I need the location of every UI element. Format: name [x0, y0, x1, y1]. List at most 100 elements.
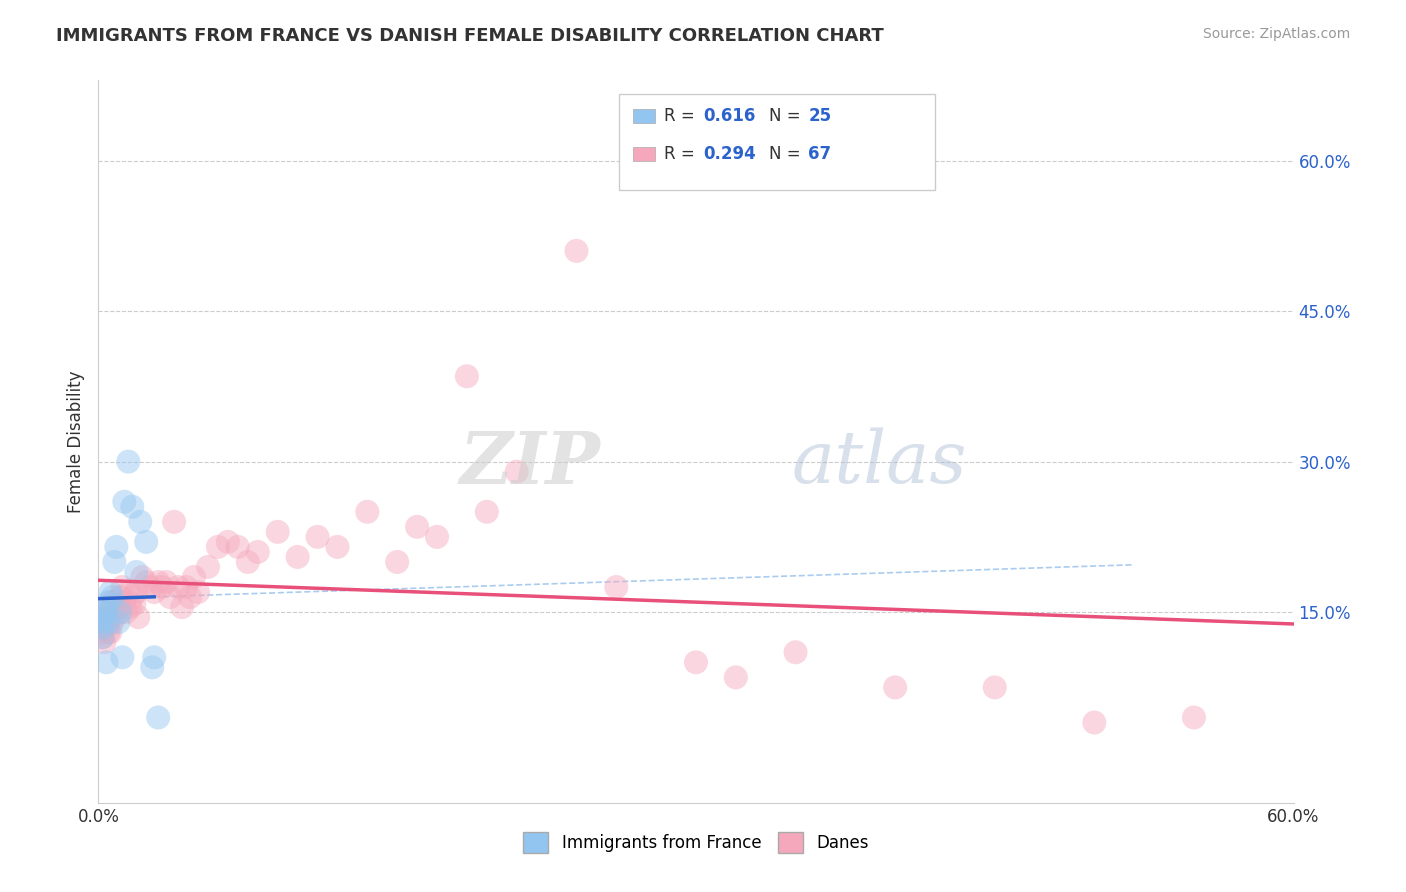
- Point: [179, 590, 201, 604]
- Y-axis label: Female Disability: Female Disability: [66, 370, 84, 513]
- Point: [172, 600, 194, 615]
- Point: [135, 575, 157, 590]
- Point: [236, 555, 259, 569]
- Point: [112, 595, 135, 609]
- Point: [121, 500, 143, 514]
- Point: [605, 580, 627, 594]
- Point: [96, 600, 118, 615]
- Point: [97, 625, 120, 640]
- Point: [97, 595, 120, 609]
- Text: 25: 25: [808, 107, 831, 125]
- Point: [103, 610, 125, 624]
- Text: Source: ZipAtlas.com: Source: ZipAtlas.com: [1202, 27, 1350, 41]
- Point: [96, 600, 118, 615]
- Point: [89, 615, 111, 630]
- Point: [105, 540, 128, 554]
- Point: [163, 515, 186, 529]
- Point: [93, 610, 115, 624]
- Point: [406, 520, 429, 534]
- Point: [125, 585, 148, 599]
- Point: [356, 505, 378, 519]
- Point: [93, 615, 115, 630]
- Point: [91, 630, 114, 644]
- Text: 0.294: 0.294: [703, 145, 756, 163]
- Point: [135, 535, 157, 549]
- Point: [1083, 715, 1105, 730]
- Point: [121, 590, 143, 604]
- Point: [101, 590, 124, 604]
- Point: [97, 610, 120, 624]
- Point: [148, 710, 170, 724]
- Point: [724, 670, 747, 684]
- Point: [117, 455, 139, 469]
- Point: [98, 605, 122, 619]
- Point: [183, 570, 205, 584]
- Point: [426, 530, 449, 544]
- Point: [89, 625, 111, 640]
- Point: [326, 540, 349, 554]
- Point: [110, 590, 132, 604]
- Point: [1182, 710, 1205, 724]
- Point: [456, 369, 478, 384]
- Point: [125, 565, 148, 579]
- Point: [115, 605, 138, 619]
- Point: [112, 494, 135, 508]
- Point: [267, 524, 290, 539]
- Point: [506, 465, 529, 479]
- Point: [246, 545, 269, 559]
- Point: [150, 580, 173, 594]
- Point: [105, 600, 128, 615]
- Point: [131, 570, 153, 584]
- Point: [101, 595, 124, 609]
- Point: [141, 660, 163, 674]
- Text: R =: R =: [664, 107, 700, 125]
- Point: [226, 540, 249, 554]
- Point: [217, 535, 239, 549]
- Point: [111, 650, 134, 665]
- Point: [93, 605, 115, 619]
- Point: [111, 580, 134, 594]
- Point: [685, 655, 707, 669]
- Legend: Immigrants from France, Danes: Immigrants from France, Danes: [516, 826, 876, 860]
- Text: atlas: atlas: [792, 428, 967, 499]
- Point: [103, 555, 125, 569]
- Point: [197, 560, 219, 574]
- Point: [107, 615, 129, 630]
- Point: [143, 650, 166, 665]
- Point: [91, 620, 114, 634]
- Point: [110, 605, 132, 619]
- Point: [148, 575, 170, 590]
- Point: [93, 635, 115, 649]
- Point: [96, 655, 118, 669]
- Point: [127, 610, 149, 624]
- Point: [565, 244, 588, 258]
- Point: [96, 620, 118, 634]
- Text: N =: N =: [769, 107, 806, 125]
- Text: IMMIGRANTS FROM FRANCE VS DANISH FEMALE DISABILITY CORRELATION CHART: IMMIGRANTS FROM FRANCE VS DANISH FEMALE …: [56, 27, 884, 45]
- Point: [984, 681, 1007, 695]
- Point: [139, 580, 162, 594]
- Point: [307, 530, 329, 544]
- Point: [187, 585, 209, 599]
- Text: N =: N =: [769, 145, 806, 163]
- Point: [155, 575, 177, 590]
- Point: [159, 590, 181, 604]
- Point: [91, 630, 114, 644]
- Text: 0.616: 0.616: [703, 107, 755, 125]
- Point: [385, 555, 409, 569]
- Point: [97, 615, 120, 630]
- Point: [129, 515, 152, 529]
- Point: [785, 645, 807, 659]
- Point: [101, 615, 124, 630]
- Text: ZIP: ZIP: [460, 428, 600, 499]
- Point: [143, 585, 166, 599]
- Point: [117, 585, 139, 599]
- Point: [120, 600, 142, 615]
- Point: [167, 580, 190, 594]
- Point: [475, 505, 498, 519]
- Point: [91, 610, 114, 624]
- Point: [287, 549, 309, 564]
- Point: [107, 600, 129, 615]
- Point: [174, 580, 197, 594]
- Point: [884, 681, 907, 695]
